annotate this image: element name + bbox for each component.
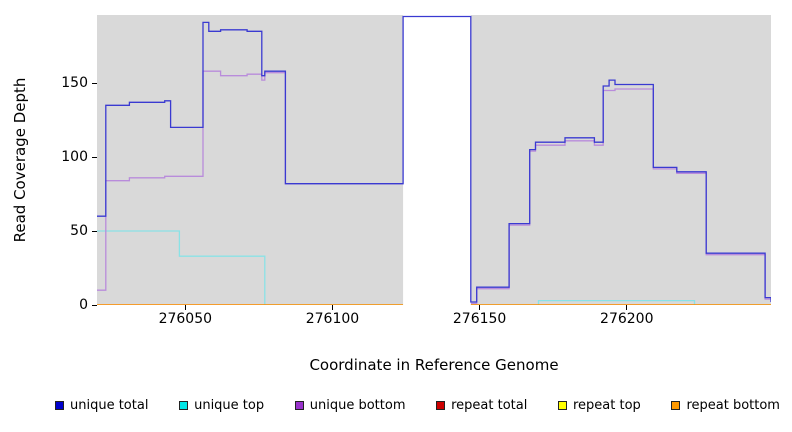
series-line-unique-top <box>470 299 771 305</box>
y-tick-label: 150 <box>61 75 88 92</box>
y-tick-label: 50 <box>70 223 88 240</box>
y-tick-mark <box>92 156 97 158</box>
plot-area <box>97 15 771 305</box>
legend-label: unique top <box>194 398 265 413</box>
legend-label: repeat top <box>573 398 641 413</box>
legend-swatch-icon <box>55 401 64 410</box>
y-tick-mark <box>92 82 97 84</box>
x-tick-label: 276100 <box>305 311 360 327</box>
legend-item-unique-top: unique top <box>179 398 264 413</box>
series-line-unique-bottom <box>470 88 771 305</box>
series-line-unique-bottom <box>97 70 404 291</box>
x-tick-label: 276050 <box>158 311 213 327</box>
legend-swatch-icon <box>558 401 567 410</box>
legend-label: unique total <box>70 398 149 413</box>
x-axis-label: Coordinate in Reference Genome <box>309 356 559 374</box>
legend-label: unique bottom <box>309 398 406 413</box>
series-line-unique-top <box>97 230 404 305</box>
legend: unique total unique top unique bottom repea… <box>55 398 780 413</box>
y-tick-label: 0 <box>79 297 88 313</box>
legend-item-unique-total: unique total <box>55 398 148 413</box>
legend-item-unique-bottom: unique bottom <box>294 398 406 413</box>
x-tick-mark <box>184 305 186 310</box>
x-tick-mark <box>331 305 333 310</box>
y-tick-mark <box>92 304 97 306</box>
legend-swatch-icon <box>436 401 446 410</box>
x-tick-label: 276200 <box>600 311 654 327</box>
legend-item-repeat-total: repeat total <box>436 398 527 413</box>
legend-swatch-icon <box>179 401 189 410</box>
legend-label: repeat bottom <box>686 398 780 413</box>
y-axis-label: Read Coverage Depth <box>11 77 29 243</box>
y-tick-label: 100 <box>61 149 88 166</box>
masked-region <box>403 15 471 305</box>
series-line-unique-total <box>97 15 771 303</box>
x-tick-mark <box>479 305 481 310</box>
legend-swatch-icon <box>671 401 681 410</box>
x-tick-mark <box>626 305 628 310</box>
coverage-lines-canvas <box>97 15 771 305</box>
x-tick-label: 276150 <box>452 311 507 327</box>
legend-swatch-icon <box>294 401 304 410</box>
y-tick-mark <box>92 230 97 232</box>
legend-item-repeat-top: repeat top <box>558 398 641 413</box>
legend-item-repeat-bottom: repeat bottom <box>671 398 780 413</box>
legend-label: repeat total <box>451 398 528 413</box>
